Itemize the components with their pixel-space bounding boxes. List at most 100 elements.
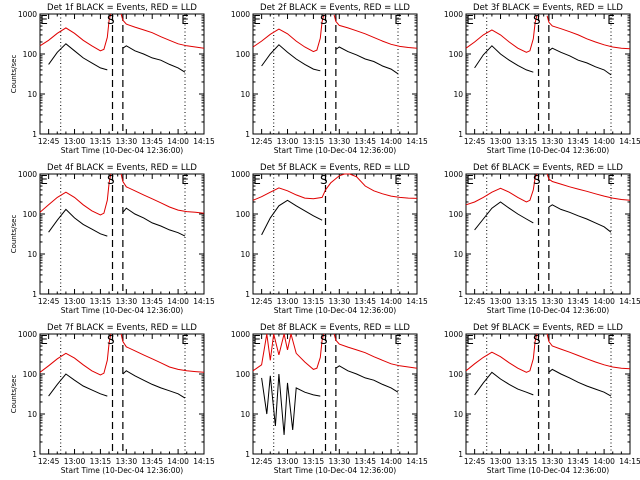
- x-tick-label: 13:00: [490, 137, 512, 146]
- x-tick-label: 12:45: [38, 457, 60, 466]
- lld-series-line: [39, 333, 112, 376]
- y-tick-label: 100: [236, 370, 251, 379]
- panel-title: Det 2f BLACK = Events, RED = LLD: [260, 3, 410, 13]
- x-axis-label: Start Time (10-Dec-04 12:36:00): [487, 306, 609, 315]
- y-tick-label: 1: [245, 290, 250, 299]
- start-marker: S: [533, 333, 541, 347]
- x-tick-label: 13:00: [64, 137, 86, 146]
- x-tick-label: 12:45: [38, 297, 60, 306]
- end-marker: E: [40, 13, 48, 27]
- plot-frame: [39, 173, 205, 295]
- lld-series-line: [333, 14, 418, 49]
- plot-frame: [252, 333, 418, 455]
- y-tick-label: 1: [458, 130, 463, 139]
- x-tick-label: 14:15: [406, 297, 428, 306]
- plot-frame: [39, 333, 205, 455]
- y-tick-label: 1000: [444, 330, 463, 339]
- x-tick-label: 13:30: [116, 137, 138, 146]
- events-series-line: [122, 370, 186, 399]
- events-series-line: [474, 371, 534, 396]
- start-marker: S: [320, 333, 328, 347]
- x-tick-label: 13:00: [277, 137, 299, 146]
- end-marker: E: [253, 333, 261, 347]
- x-tick-label: 13:45: [141, 457, 163, 466]
- x-tick-label: 13:15: [516, 457, 538, 466]
- x-tick-label: 13:30: [329, 297, 351, 306]
- panel-title: Det 9f BLACK = Events, RED = LLD: [473, 323, 623, 333]
- plot-frame: [252, 173, 418, 295]
- lld-series-line: [465, 333, 538, 373]
- x-tick-label: 14:15: [193, 457, 215, 466]
- panel-title: Det 5f BLACK = Events, RED = LLD: [260, 163, 410, 173]
- x-tick-label: 14:00: [593, 457, 615, 466]
- x-tick-label: 13:30: [116, 457, 138, 466]
- x-tick-label: 13:45: [567, 457, 589, 466]
- x-tick-label: 14:00: [167, 297, 189, 306]
- y-tick-label: 100: [236, 50, 251, 59]
- y-tick-label: 1: [245, 130, 250, 139]
- x-axis-label: Start Time (10-Dec-04 12:36:00): [61, 306, 183, 315]
- y-tick-label: 100: [449, 370, 464, 379]
- x-tick-label: 13:30: [542, 137, 564, 146]
- start-marker: S: [533, 173, 541, 187]
- detector-panel-2: Det 2f BLACK = Events, RED = LLD 1 10 100 10…: [231, 3, 428, 155]
- lld-series-line: [546, 15, 631, 50]
- y-tick-label: 10: [240, 90, 250, 99]
- x-tick-label: 14:15: [193, 137, 215, 146]
- start-marker: S: [107, 173, 115, 187]
- detector-panel-6: Det 6f BLACK = Events, RED = LLD 1 10 100 10…: [444, 163, 640, 315]
- start-marker: S: [320, 173, 328, 187]
- panel-title: Det 4f BLACK = Events, RED = LLD: [47, 163, 197, 173]
- x-tick-label: 14:00: [593, 297, 615, 306]
- detector-panel-9: Det 9f BLACK = Events, RED = LLD 1 10 100 10…: [444, 323, 640, 475]
- x-tick-label: 14:15: [619, 297, 640, 306]
- x-tick-label: 14:00: [380, 457, 402, 466]
- end-marker: E: [253, 173, 261, 187]
- end-marker: E: [394, 333, 402, 347]
- y-tick-label: 100: [23, 50, 38, 59]
- x-tick-label: 12:45: [464, 137, 486, 146]
- panel-title: Det 1f BLACK = Events, RED = LLD: [47, 3, 197, 13]
- x-axis-label: Start Time (10-Dec-04 12:36:00): [274, 466, 396, 475]
- panel-title: Det 6f BLACK = Events, RED = LLD: [473, 163, 623, 173]
- events-series-line: [548, 204, 612, 233]
- x-tick-label: 14:00: [167, 457, 189, 466]
- x-tick-label: 14:15: [406, 457, 428, 466]
- y-tick-label: 100: [449, 50, 464, 59]
- x-tick-label: 13:00: [277, 457, 299, 466]
- end-marker: E: [466, 173, 474, 187]
- end-marker: E: [40, 333, 48, 347]
- events-series-line: [335, 46, 399, 75]
- x-tick-label: 13:30: [542, 297, 564, 306]
- y-tick-label: 1: [32, 450, 37, 459]
- lld-series-line: [39, 13, 112, 52]
- end-marker: E: [253, 13, 261, 27]
- lld-series-line: [39, 173, 112, 216]
- y-tick-label: 10: [453, 250, 463, 259]
- x-axis-label: Start Time (10-Dec-04 12:36:00): [61, 146, 183, 155]
- events-series-line: [48, 43, 108, 71]
- x-tick-label: 13:30: [329, 457, 351, 466]
- x-tick-label: 13:15: [516, 137, 538, 146]
- x-tick-label: 12:45: [251, 137, 273, 146]
- lld-series-line: [465, 15, 538, 53]
- x-tick-label: 14:15: [619, 137, 640, 146]
- x-tick-label: 13:30: [116, 297, 138, 306]
- x-tick-label: 13:15: [303, 297, 325, 306]
- y-tick-label: 1: [32, 130, 37, 139]
- x-tick-label: 12:45: [251, 297, 273, 306]
- start-marker: S: [107, 333, 115, 347]
- x-tick-label: 14:15: [619, 457, 640, 466]
- x-tick-label: 13:45: [567, 297, 589, 306]
- y-tick-label: 1000: [18, 10, 37, 19]
- end-marker: E: [40, 173, 48, 187]
- end-marker: E: [181, 13, 189, 27]
- events-series-line: [261, 199, 323, 236]
- y-tick-label: 1000: [231, 330, 250, 339]
- events-series-line: [474, 201, 534, 231]
- y-tick-label: 1000: [231, 10, 250, 19]
- detector-panel-1: Det 1f BLACK = Events, RED = LLD 1 10 100 10…: [10, 3, 215, 155]
- end-marker: E: [466, 13, 474, 27]
- x-tick-label: 13:45: [354, 457, 376, 466]
- events-series-line: [474, 45, 534, 73]
